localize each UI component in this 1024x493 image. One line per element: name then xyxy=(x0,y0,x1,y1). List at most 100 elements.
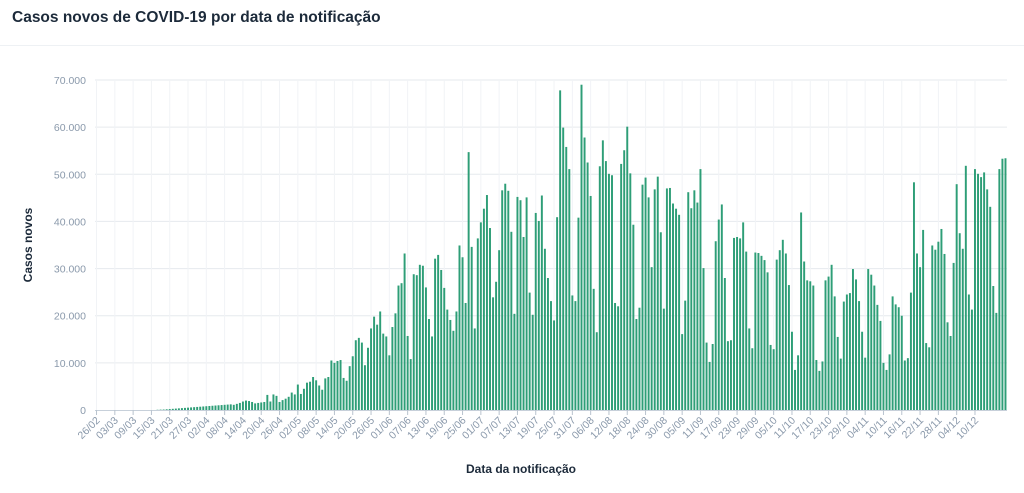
bar xyxy=(906,358,909,410)
bar xyxy=(751,348,754,410)
bar xyxy=(443,287,446,410)
bar xyxy=(812,285,815,410)
bar xyxy=(717,219,720,410)
bar xyxy=(260,402,263,410)
bar xyxy=(184,407,186,410)
bar xyxy=(821,361,824,410)
bar xyxy=(357,337,360,410)
bar xyxy=(513,313,516,410)
bar xyxy=(177,408,180,410)
bar xyxy=(958,233,961,410)
bar xyxy=(437,254,440,410)
bar xyxy=(223,404,226,410)
bar xyxy=(760,255,763,410)
bar xyxy=(388,355,391,410)
bar xyxy=(251,401,254,410)
bar xyxy=(638,307,641,410)
bar xyxy=(367,347,369,410)
bar xyxy=(647,197,650,410)
bar xyxy=(348,366,351,410)
bar xyxy=(556,217,559,410)
bar xyxy=(208,405,211,410)
bar xyxy=(662,308,665,410)
bar xyxy=(415,275,418,410)
bar xyxy=(912,182,915,410)
bar xyxy=(495,281,498,410)
bar xyxy=(394,313,397,410)
bar xyxy=(949,335,952,410)
bar xyxy=(406,335,409,410)
bar xyxy=(848,293,851,410)
bar xyxy=(711,344,714,410)
bar xyxy=(922,229,925,410)
bar xyxy=(187,407,190,410)
bar xyxy=(827,276,830,410)
bar xyxy=(858,301,861,410)
bar xyxy=(492,297,495,410)
bar xyxy=(983,172,986,410)
bar xyxy=(531,314,534,410)
bar xyxy=(351,356,354,410)
bar xyxy=(675,208,678,410)
y-tick-label: 60.000 xyxy=(54,122,86,134)
bar xyxy=(973,169,976,410)
bar xyxy=(629,173,632,410)
bar xyxy=(794,369,796,410)
bar xyxy=(266,394,269,410)
bar xyxy=(879,320,882,410)
bar xyxy=(729,340,732,410)
bar xyxy=(290,392,293,410)
bar xyxy=(537,220,540,410)
bar xyxy=(391,327,394,410)
bar xyxy=(446,309,449,410)
bar xyxy=(428,319,430,410)
bar xyxy=(315,380,318,410)
bar xyxy=(440,269,443,410)
bar xyxy=(434,258,437,410)
bar xyxy=(470,246,473,410)
bar xyxy=(363,365,366,410)
bar xyxy=(550,301,552,410)
bar xyxy=(342,377,345,410)
bar xyxy=(964,165,967,410)
bar xyxy=(592,288,595,410)
bar xyxy=(583,137,586,410)
bar xyxy=(397,285,400,410)
bar xyxy=(885,369,888,410)
bar xyxy=(235,403,238,410)
bar xyxy=(299,393,302,410)
bar xyxy=(525,197,528,410)
bar xyxy=(467,152,470,410)
bar xyxy=(769,344,772,410)
bar xyxy=(839,358,842,410)
bar xyxy=(327,377,330,410)
bar xyxy=(800,212,803,410)
bar xyxy=(754,252,757,410)
bar xyxy=(626,126,629,411)
bar xyxy=(980,177,983,410)
bar xyxy=(943,253,946,410)
bar xyxy=(867,269,870,410)
bar xyxy=(479,222,482,410)
bar xyxy=(321,389,324,410)
bar xyxy=(360,342,363,410)
bar xyxy=(925,343,928,410)
bar xyxy=(891,296,894,410)
bar xyxy=(900,315,903,410)
bar xyxy=(989,206,992,410)
bar xyxy=(784,253,787,410)
bar xyxy=(534,212,537,410)
bar xyxy=(864,357,867,410)
bar xyxy=(254,403,257,410)
bar xyxy=(763,260,766,410)
bar xyxy=(400,283,403,410)
bar xyxy=(952,262,955,410)
bar xyxy=(681,334,684,410)
bar xyxy=(248,401,251,410)
bar xyxy=(309,381,312,410)
bar xyxy=(668,187,671,410)
bar xyxy=(464,302,467,410)
bar xyxy=(995,312,998,410)
bar xyxy=(1001,158,1004,410)
